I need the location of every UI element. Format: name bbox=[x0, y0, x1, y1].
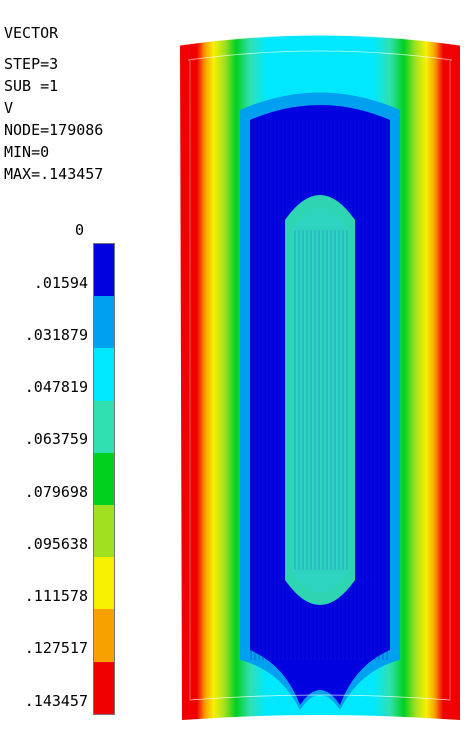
legend-label-6: .095638 bbox=[24, 535, 88, 553]
legend-label-5: .079698 bbox=[24, 483, 88, 501]
legend-label-3: .047819 bbox=[24, 378, 88, 396]
legend-zero-label: 0 bbox=[75, 221, 85, 239]
info-variable: V bbox=[4, 99, 14, 117]
legend-swatch-7 bbox=[94, 557, 114, 610]
legend-label-8: .127517 bbox=[24, 639, 88, 657]
result-info: VECTOR STEP=3 SUB =1 V NODE=179086 MIN=0… bbox=[4, 22, 103, 185]
legend-swatch-8 bbox=[94, 609, 114, 662]
legend-swatch-2 bbox=[94, 296, 114, 349]
legend-label-1: .01594 bbox=[33, 274, 88, 292]
legend-label-7: .111578 bbox=[24, 587, 88, 605]
legend-swatch-5 bbox=[94, 452, 114, 505]
info-title: VECTOR bbox=[4, 24, 59, 42]
legend-swatch-6 bbox=[94, 504, 114, 558]
outline bbox=[179, 34, 461, 701]
info-node: NODE=179086 bbox=[4, 121, 104, 139]
legend-swatch-9 bbox=[94, 661, 114, 714]
info-min: MIN=0 bbox=[4, 143, 50, 161]
legend-label-9: .143457 bbox=[24, 692, 88, 710]
info-step: STEP=3 bbox=[4, 55, 59, 73]
color-legend-bar bbox=[93, 243, 115, 715]
inner-region bbox=[285, 195, 355, 605]
vector-field-plot bbox=[179, 34, 461, 720]
legend-swatch-3 bbox=[94, 348, 114, 401]
legend-label-4: .063759 bbox=[24, 430, 88, 448]
legend-swatch-4 bbox=[94, 400, 114, 453]
legend-label-2: .031879 bbox=[24, 326, 88, 344]
info-max: MAX=.143457 bbox=[4, 165, 104, 183]
info-sub: SUB =1 bbox=[4, 77, 59, 95]
legend-swatch-1 bbox=[94, 244, 114, 297]
